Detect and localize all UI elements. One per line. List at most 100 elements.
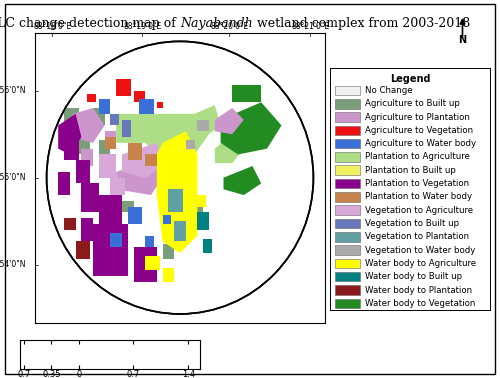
Polygon shape: [116, 160, 162, 195]
Bar: [82, 149, 93, 166]
Bar: [110, 114, 119, 125]
Bar: [87, 94, 96, 102]
Text: 24°56'0"N: 24°56'0"N: [0, 86, 26, 95]
Text: 88°19'0"E: 88°19'0"E: [123, 22, 162, 31]
Bar: [64, 218, 76, 230]
Text: Vegetation to Plantation: Vegetation to Plantation: [365, 232, 470, 241]
Bar: [335, 245, 360, 255]
Text: Water body to Plantation: Water body to Plantation: [365, 285, 472, 294]
Bar: [198, 195, 206, 207]
Bar: [64, 108, 78, 131]
Bar: [140, 99, 154, 114]
Text: Plantation to Agriculture: Plantation to Agriculture: [365, 152, 470, 161]
Text: Vegetation to Built up: Vegetation to Built up: [365, 219, 460, 228]
Bar: [335, 99, 360, 108]
Bar: [99, 140, 110, 155]
Bar: [76, 242, 90, 259]
Bar: [64, 131, 78, 160]
Bar: [82, 183, 99, 212]
Text: 88°20'0"E: 88°20'0"E: [210, 22, 248, 31]
Bar: [134, 247, 157, 282]
Bar: [186, 140, 194, 149]
Text: Agriculture to Vegetation: Agriculture to Vegetation: [365, 126, 474, 135]
Bar: [168, 189, 183, 212]
Bar: [76, 160, 90, 183]
Polygon shape: [157, 131, 198, 253]
Bar: [162, 268, 174, 282]
Bar: [93, 224, 128, 276]
Text: Vegetation to Water body: Vegetation to Water body: [365, 246, 476, 255]
Text: Water body to Agriculture: Water body to Agriculture: [365, 259, 476, 268]
Bar: [110, 178, 125, 195]
Bar: [145, 256, 160, 271]
Polygon shape: [122, 143, 162, 178]
Polygon shape: [116, 114, 209, 155]
Bar: [335, 112, 360, 122]
Text: 24°55'0"N: 24°55'0"N: [0, 173, 26, 182]
Bar: [134, 91, 145, 102]
Polygon shape: [220, 102, 282, 155]
Bar: [335, 179, 360, 188]
Bar: [335, 125, 360, 135]
Bar: [162, 244, 174, 259]
Text: Plantation to Water body: Plantation to Water body: [365, 192, 472, 201]
Polygon shape: [224, 166, 261, 195]
Text: Legend: Legend: [390, 74, 430, 84]
Bar: [335, 166, 360, 175]
Bar: [174, 221, 186, 242]
Bar: [99, 99, 110, 114]
Bar: [180, 178, 198, 201]
Bar: [335, 285, 360, 295]
Bar: [104, 131, 116, 143]
Bar: [335, 192, 360, 201]
Bar: [232, 85, 261, 102]
Text: Agriculture to Built up: Agriculture to Built up: [365, 99, 460, 108]
Bar: [82, 218, 93, 242]
Text: 24°54'0"N: 24°54'0"N: [0, 260, 26, 269]
Bar: [145, 235, 154, 247]
Text: Agriculture to Water body: Agriculture to Water body: [365, 139, 476, 148]
Text: Plantation to Built up: Plantation to Built up: [365, 166, 456, 175]
Bar: [198, 212, 209, 230]
Bar: [145, 155, 157, 166]
Bar: [162, 215, 172, 224]
Text: Agriculture to Plantation: Agriculture to Plantation: [365, 113, 470, 122]
Bar: [128, 207, 142, 224]
Polygon shape: [72, 108, 104, 143]
Bar: [335, 205, 360, 215]
Polygon shape: [194, 105, 220, 134]
Text: Water body to Built up: Water body to Built up: [365, 272, 462, 281]
Text: Vegetation to Agriculture: Vegetation to Agriculture: [365, 206, 474, 215]
Bar: [335, 259, 360, 268]
Bar: [335, 86, 360, 95]
Bar: [122, 120, 130, 137]
Text: 88°21'0"E: 88°21'0"E: [292, 22, 330, 31]
Text: 88°18'0"E: 88°18'0"E: [34, 22, 72, 31]
Bar: [335, 272, 360, 282]
Text: N: N: [458, 34, 466, 45]
Text: wetland complex from 2003-2018: wetland complex from 2003-2018: [252, 17, 470, 30]
Bar: [110, 233, 122, 247]
Bar: [104, 137, 116, 149]
Polygon shape: [58, 114, 82, 155]
Text: Nayabandh: Nayabandh: [180, 17, 252, 30]
Text: Water body to Vegetation: Water body to Vegetation: [365, 299, 476, 308]
Polygon shape: [215, 134, 244, 163]
Bar: [99, 155, 116, 178]
Bar: [93, 108, 104, 125]
Bar: [192, 207, 203, 224]
Bar: [122, 201, 134, 212]
Bar: [157, 102, 162, 108]
Ellipse shape: [46, 41, 314, 314]
Text: Plantation to Vegetation: Plantation to Vegetation: [365, 179, 470, 188]
Bar: [335, 152, 360, 162]
Bar: [335, 232, 360, 242]
Bar: [335, 299, 360, 308]
Polygon shape: [215, 108, 244, 134]
Bar: [99, 195, 122, 224]
Bar: [203, 239, 212, 253]
Bar: [335, 219, 360, 228]
Bar: [78, 125, 90, 155]
Bar: [198, 120, 209, 131]
Bar: [335, 139, 360, 149]
